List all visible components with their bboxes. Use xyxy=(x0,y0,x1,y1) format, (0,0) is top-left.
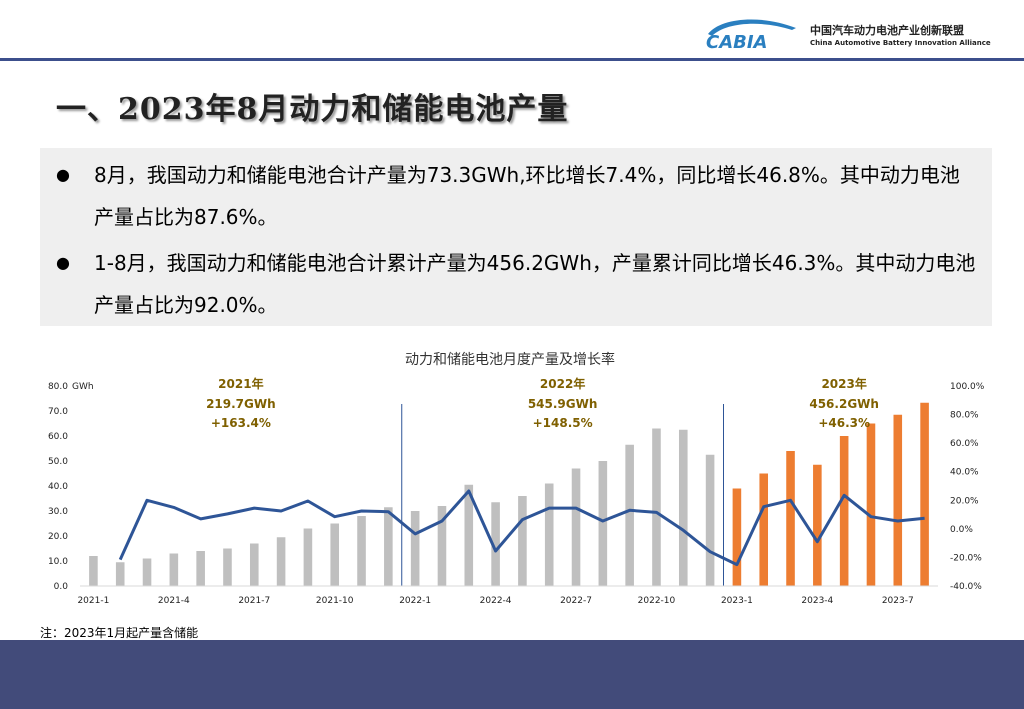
bar-series xyxy=(89,402,929,586)
bar xyxy=(732,488,742,586)
bar xyxy=(491,502,500,586)
bar xyxy=(786,451,795,586)
summary-text-1: 8月，我国动力和储能电池合计产量为73.3GWh,环比增长7.4%，同比增长46… xyxy=(94,163,960,229)
bar xyxy=(866,423,876,586)
footer-bar xyxy=(0,640,1024,709)
bar xyxy=(223,548,232,586)
period-annotations: 2021年 219.7GWh +163.4% 2022年 545.9GWh +148.5%… xyxy=(206,376,879,430)
x-tick-label: 2023-4 xyxy=(801,596,833,606)
year-dividers xyxy=(401,404,724,586)
x-tick-label: 2021-1 xyxy=(77,596,109,606)
summary-box: ● 8月，我国动力和储能电池合计产量为73.3GWh,环比增长7.4%，同比增长… xyxy=(40,148,992,326)
logo-text: CABIA xyxy=(706,32,768,53)
bar xyxy=(652,428,661,586)
bar xyxy=(276,537,286,586)
x-tick-label: 2021-7 xyxy=(238,596,270,606)
bullet-dot-icon: ● xyxy=(56,253,70,272)
annotation-total: 219.7GWh xyxy=(206,397,276,411)
bar xyxy=(571,468,581,586)
bar xyxy=(196,551,205,586)
annotation-year: 2023年 xyxy=(821,376,866,391)
bullet-dot-icon: ● xyxy=(56,165,70,184)
bar xyxy=(249,543,259,586)
summary-bullet-2: ● 1-8月，我国动力和储能电池合计累计产量为456.2GWh，产量累计同比增长… xyxy=(56,242,976,326)
bar xyxy=(759,473,769,586)
summary-bullet-1: ● 8月，我国动力和储能电池合计产量为73.3GWh,环比增长7.4%，同比增长… xyxy=(56,154,976,238)
y-left-tick-label: 80.0 xyxy=(48,382,68,392)
annotation-growth: +46.3% xyxy=(818,416,870,430)
x-tick-label: 2021-4 xyxy=(158,596,190,606)
chart-title: 动力和储能电池月度产量及增长率 xyxy=(405,351,615,368)
y-right-tick-label: 60.0% xyxy=(950,439,979,449)
annotation-year: 2022年 xyxy=(540,376,585,391)
y-left-tick-label: 20.0 xyxy=(48,532,68,542)
y-right-tick-label: -20.0% xyxy=(950,553,982,563)
cabia-logo: CABIA 中国汽车动力电池产业创新联盟 China Automotive Ba… xyxy=(700,14,1000,54)
x-tick-label: 2021-10 xyxy=(316,596,354,606)
y-left-tick-label: 40.0 xyxy=(48,482,68,492)
bar xyxy=(303,528,313,586)
bar xyxy=(410,511,420,586)
y-left-tick-label: 30.0 xyxy=(48,507,68,517)
bar xyxy=(518,496,527,586)
annotation-total: 456.2GWh xyxy=(809,397,879,411)
y-left-tick-label: 0.0 xyxy=(54,582,69,592)
growth-line xyxy=(118,489,925,567)
bar xyxy=(705,454,715,586)
bar xyxy=(464,484,474,586)
y-right-tick-label: 100.0% xyxy=(950,382,985,392)
header-bar: CABIA 中国汽车动力电池产业创新联盟 China Automotive Ba… xyxy=(0,0,1024,62)
production-chart: 动力和储能电池月度产量及增长率 0.0 10.0 20.0 30.0 40.0 50.0 6… xyxy=(48,351,985,606)
right-axis: -40.0% -20.0% 0.0% 20.0% 40.0% 60.0% 80.0% 100.… xyxy=(950,382,985,592)
y-right-tick-label: 20.0% xyxy=(950,496,979,506)
y-left-tick-label: 10.0 xyxy=(48,557,68,567)
bar xyxy=(893,414,903,586)
x-tick-label: 2022-4 xyxy=(480,596,512,606)
bar xyxy=(839,436,849,586)
x-axis: 2021-1 2021-4 2021-7 2021-10 2022-1 2022-4 202… xyxy=(77,585,938,606)
bar xyxy=(598,461,608,586)
y-left-tick-label: 60.0 xyxy=(48,432,68,442)
y-right-tick-label: -40.0% xyxy=(950,582,982,592)
bar xyxy=(384,507,393,586)
growth-line-series xyxy=(118,489,925,567)
x-tick-label: 2023-1 xyxy=(721,596,753,606)
y-left-unit-label: GWh xyxy=(72,382,94,392)
page-title: 一、2023年8月动力和储能电池产量 xyxy=(56,92,569,127)
bar xyxy=(437,506,447,586)
y-right-tick-label: 40.0% xyxy=(950,468,979,478)
org-name-en: China Automotive Battery Innovation Alli… xyxy=(810,39,991,47)
y-left-tick-label: 70.0 xyxy=(48,407,68,417)
x-tick-label: 2022-1 xyxy=(399,596,431,606)
x-tick-label: 2023-7 xyxy=(882,596,914,606)
x-tick-label: 2022-7 xyxy=(560,596,592,606)
bar xyxy=(357,516,366,586)
bar xyxy=(544,483,554,586)
annotation-growth: +148.5% xyxy=(533,416,593,430)
y-right-tick-label: 0.0% xyxy=(950,525,973,535)
org-name-cn: 中国汽车动力电池产业创新联盟 xyxy=(810,24,964,37)
bar xyxy=(169,553,179,586)
bar xyxy=(330,523,340,586)
car-logo-icon: CABIA xyxy=(706,19,796,53)
chart-note: 注：2023年1月起产量含储能 xyxy=(40,626,199,640)
left-axis: 0.0 10.0 20.0 30.0 40.0 50.0 60.0 70.0 80.0 GWh xyxy=(48,382,94,592)
annotation-total: 545.9GWh xyxy=(528,397,598,411)
annotation-growth: +163.4% xyxy=(211,416,271,430)
bar xyxy=(678,429,688,586)
bar xyxy=(625,444,634,586)
summary-text-2: 1-8月，我国动力和储能电池合计累计产量为456.2GWh，产量累计同比增长46… xyxy=(94,251,976,317)
x-tick-label: 2022-10 xyxy=(638,596,676,606)
header-divider xyxy=(0,58,1024,61)
annotation-year: 2021年 xyxy=(218,376,263,391)
y-left-tick-label: 50.0 xyxy=(48,457,68,467)
bar xyxy=(813,464,822,586)
bar xyxy=(115,562,125,586)
bar xyxy=(920,402,929,586)
bar xyxy=(89,556,98,586)
y-right-tick-label: 80.0% xyxy=(950,411,979,421)
bar xyxy=(142,558,152,586)
